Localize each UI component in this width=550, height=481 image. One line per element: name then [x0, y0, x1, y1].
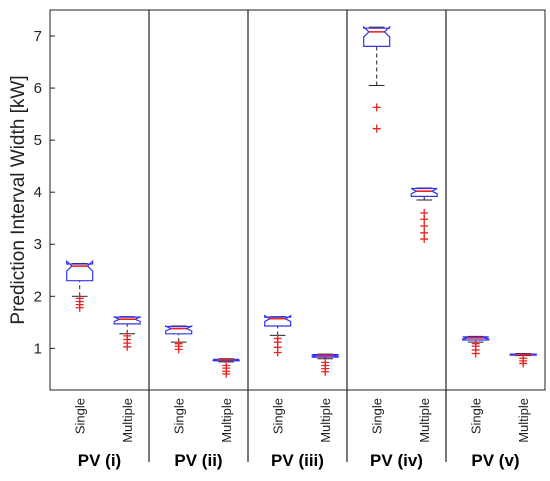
y-axis: 1 2 3 4 5 6 7	[34, 28, 55, 357]
group-3-single-label: Single	[271, 398, 286, 434]
group-2-single-box	[165, 325, 193, 335]
group-3-single-box	[264, 314, 292, 327]
group-2-multiple-label: Multiple	[219, 398, 234, 443]
group-4-multiple-outlier-2	[420, 228, 429, 237]
group-1-multiple-box-group	[113, 315, 141, 351]
group-2-multiple-outlier-4	[222, 361, 231, 370]
group-4-single-box	[363, 25, 391, 48]
group-2-multiple-box	[212, 358, 240, 362]
group-5-single-box	[462, 336, 490, 341]
group-3-single-outlier-4	[273, 334, 282, 343]
group-4-single-outlier-2	[372, 103, 381, 112]
group-5-single-box-group	[462, 335, 490, 358]
group-4-multiple-box	[410, 187, 438, 197]
group-2-label: PV (ii)	[174, 451, 222, 470]
group-1-multiple-label: Multiple	[120, 398, 135, 443]
group-4-multiple-label: Multiple	[417, 398, 432, 443]
group-4-multiple-outlier-5	[420, 209, 429, 218]
y-tick-label-6: 6	[34, 80, 42, 97]
group-5-multiple-box-group	[509, 353, 537, 368]
group-5-multiple-outlier-3	[519, 354, 528, 363]
y-tick-label-7: 7	[34, 28, 42, 45]
group-2-single-outlier-3	[174, 339, 183, 348]
group-5-multiple-box	[509, 353, 537, 356]
y-tick-label-3: 3	[34, 236, 42, 253]
group-1-multiple-outlier-4	[123, 331, 132, 340]
group-1-label: PV (i)	[78, 451, 121, 470]
group-4-single-box-group	[363, 25, 391, 133]
group-4-single-outlier-1	[372, 124, 381, 133]
y-tick-label-5: 5	[34, 132, 42, 149]
group-1-single-box-group	[66, 259, 94, 312]
group-4-label: PV (iv)	[370, 451, 423, 470]
y-tick-label-2: 2	[34, 288, 42, 305]
group-5-single-outlier-4	[471, 339, 480, 348]
group-labels: PV (i) PV (ii) PV (iii) PV (iv) PV (v)	[78, 451, 520, 470]
group-3-multiple-box	[311, 354, 339, 358]
group-1-multiple-box	[113, 315, 141, 325]
group-5-multiple-label: Multiple	[516, 398, 531, 443]
group-1-single-label: Single	[73, 398, 88, 434]
y-tick-label-1: 1	[34, 340, 42, 357]
group-4-multiple-outlier-3	[420, 222, 429, 231]
group-3-multiple-box-group	[311, 353, 339, 376]
group-3-multiple-outlier-4	[321, 358, 330, 367]
group-2-single-label: Single	[172, 398, 187, 434]
group-5-label: PV (v)	[471, 451, 519, 470]
y-axis-label: Prediction Interval Width [kW]	[8, 75, 29, 324]
box-series	[66, 25, 537, 378]
group-3-label: PV (iii)	[271, 451, 324, 470]
group-5-single-label: Single	[469, 398, 484, 434]
group-2-multiple-box-group	[212, 358, 240, 378]
group-dividers	[148, 10, 447, 462]
group-4-single-label: Single	[370, 398, 385, 434]
group-3-single-box-group	[264, 314, 292, 357]
group-2-single-box-group	[165, 325, 193, 354]
category-labels: Single Multiple Single Multiple Single Multip…	[73, 398, 532, 443]
group-1-single-outlier-4	[75, 294, 84, 303]
group-3-multiple-label: Multiple	[318, 398, 333, 443]
plot-area	[49, 9, 546, 391]
y-tick-label-4: 4	[34, 184, 42, 201]
group-1-single-box	[66, 259, 94, 282]
group-4-multiple-box-group	[410, 187, 438, 244]
